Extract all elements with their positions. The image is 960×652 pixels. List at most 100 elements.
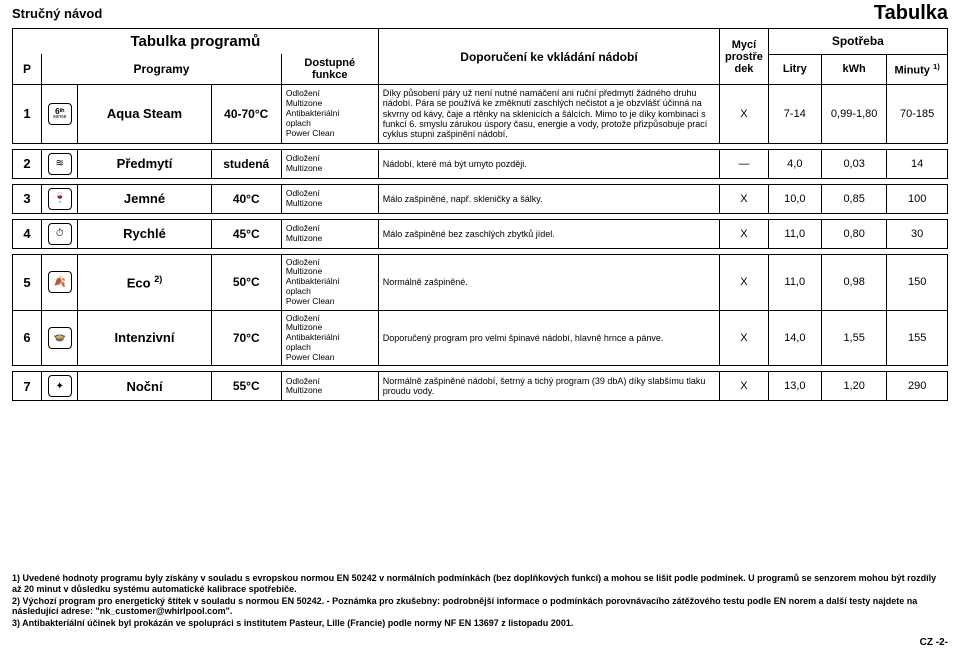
program-temp: 40°C: [211, 184, 281, 213]
program-functions: OdloženíMultizoneAntibakteriálníoplachPo…: [281, 310, 378, 366]
program-name: Aqua Steam: [78, 85, 211, 144]
program-temp: 55°C: [211, 372, 281, 401]
col-header-consumption: Spotřeba: [768, 29, 947, 55]
detergent-value: X: [720, 184, 768, 213]
program-icon-box: 🍂: [48, 271, 72, 293]
table-row: 6🍲Intenzivní70°COdloženíMultizoneAntibak…: [13, 310, 948, 366]
program-description: Doporučený program pro velmi špinavé nád…: [378, 310, 720, 366]
program-icon: ✦: [42, 372, 78, 401]
col-header-p: P: [13, 54, 42, 85]
minutes-value: 290: [887, 372, 948, 401]
row-number: 4: [13, 219, 42, 248]
kwh-value: 1,20: [821, 372, 886, 401]
program-icon-box: 6ᵗʰsense: [48, 103, 72, 125]
program-icon: 🍲: [42, 310, 78, 366]
row-number: 7: [13, 372, 42, 401]
col-header-minutes-text: Minuty: [894, 65, 929, 77]
detergent-value: X: [720, 85, 768, 144]
col-header-detergent: Mycí prostře dek: [720, 29, 768, 85]
detergent-value: —: [720, 149, 768, 178]
program-name: Jemné: [78, 184, 211, 213]
row-number: 6: [13, 310, 42, 366]
row-number: 3: [13, 184, 42, 213]
footnotes: 1) Uvedené hodnoty programu byly získány…: [12, 573, 948, 630]
kwh-value: 0,80: [821, 219, 886, 248]
table-row: 4⏱Rychlé45°COdloženíMultizoneMálo zašpin…: [13, 219, 948, 248]
col-header-kwh: kWh: [821, 54, 886, 85]
program-functions: OdloženíMultizone: [281, 219, 378, 248]
table-row: 3 🍷 Jemné40°COdloženíMultizoneMálo zašpině…: [13, 184, 948, 213]
kwh-value: 0,85: [821, 184, 886, 213]
table-row: 2 ≋ PředmytístudenáOdloženíMultizoneNádobí…: [13, 149, 948, 178]
program-temp: studená: [211, 149, 281, 178]
program-functions: OdloženíMultizone: [281, 372, 378, 401]
program-temp: 50°C: [211, 254, 281, 310]
table-row: 5 🍂 Eco 2)50°COdloženíMultizoneAntibakteri…: [13, 254, 948, 310]
program-name: Intenzivní: [78, 310, 211, 366]
program-icon-box: ✦: [48, 375, 72, 397]
kwh-value: 0,98: [821, 254, 886, 310]
minutes-value: 100: [887, 184, 948, 213]
program-icon: 🍷: [42, 184, 78, 213]
program-functions: OdloženíMultizone: [281, 149, 378, 178]
program-functions: OdloženíMultizoneAntibakteriálníoplachPo…: [281, 85, 378, 144]
program-temp: 40-70°C: [211, 85, 281, 144]
detergent-value: X: [720, 372, 768, 401]
kwh-value: 0,99-1,80: [821, 85, 886, 144]
col-header-minutes-sup: 1): [933, 62, 940, 71]
row-number: 1: [13, 85, 42, 144]
kwh-value: 1,55: [821, 310, 886, 366]
minutes-value: 14: [887, 149, 948, 178]
program-icon: ≋: [42, 149, 78, 178]
footnote-3: 3) Antibakteriální účinek byl prokázán v…: [12, 618, 948, 629]
minutes-value: 70-185: [887, 85, 948, 144]
program-name: Předmytí: [78, 149, 211, 178]
litres-value: 11,0: [768, 219, 821, 248]
program-description: Nádobí, které má být umyto později.: [378, 149, 720, 178]
program-description: Málo zašpiněné bez zaschlých zbytků jíde…: [378, 219, 720, 248]
minutes-value: 150: [887, 254, 948, 310]
litres-value: 7-14: [768, 85, 821, 144]
program-name: Noční: [78, 372, 211, 401]
table-row: 1 6ᵗʰsense Aqua Steam40-70°COdloženíMultiz…: [13, 85, 948, 144]
litres-value: 14,0: [768, 310, 821, 366]
page-number: CZ -2-: [920, 637, 948, 648]
program-icon-box: 🍲: [48, 327, 72, 349]
program-icon: 🍂: [42, 254, 78, 310]
program-icon-box: 🍷: [48, 188, 72, 210]
program-icon: 6ᵗʰsense: [42, 85, 78, 144]
program-description: Normálně zašpiněné.: [378, 254, 720, 310]
program-temp: 45°C: [211, 219, 281, 248]
program-description: Málo zašpiněné, např. skleničky a šálky.: [378, 184, 720, 213]
program-table-container: Tabulka programů Doporučení ke vkládání …: [12, 28, 948, 401]
program-name: Eco 2): [78, 254, 211, 310]
program-functions: OdloženíMultizoneAntibakteriálníoplachPo…: [281, 254, 378, 310]
table-row: 7 ✦ Noční55°COdloženíMultizoneNormálně zaš…: [13, 372, 948, 401]
minutes-value: 30: [887, 219, 948, 248]
program-description: Normálně zašpiněné nádobí, šetrný a tich…: [378, 372, 720, 401]
minutes-value: 155: [887, 310, 948, 366]
litres-value: 10,0: [768, 184, 821, 213]
footnote-1: 1) Uvedené hodnoty programu byly získány…: [12, 573, 948, 595]
row-number: 2: [13, 149, 42, 178]
row-number: 5: [13, 254, 42, 310]
col-header-programs: Programy: [42, 54, 282, 85]
litres-value: 4,0: [768, 149, 821, 178]
program-functions: OdloženíMultizone: [281, 184, 378, 213]
header-left: Stručný návod: [12, 6, 102, 21]
program-name: Rychlé: [78, 219, 211, 248]
detergent-value: X: [720, 310, 768, 366]
litres-value: 13,0: [768, 372, 821, 401]
detergent-value: X: [720, 219, 768, 248]
program-description: Díky působení páry už není nutné namáčen…: [378, 85, 720, 144]
kwh-value: 0,03: [821, 149, 886, 178]
program-icon-box: ≋: [48, 153, 72, 175]
col-header-recommendation: Doporučení ke vkládání nádobí: [378, 29, 720, 85]
col-header-programs-title: Tabulka programů: [13, 29, 379, 55]
footnote-2: 2) Výchozí program pro energetický štíte…: [12, 596, 948, 618]
detergent-value: X: [720, 254, 768, 310]
col-header-functions: Dostupné funkce: [281, 54, 378, 85]
program-table: Tabulka programů Doporučení ke vkládání …: [12, 28, 948, 401]
col-header-litres: Litry: [768, 54, 821, 85]
header-right: Tabulka: [874, 2, 948, 25]
